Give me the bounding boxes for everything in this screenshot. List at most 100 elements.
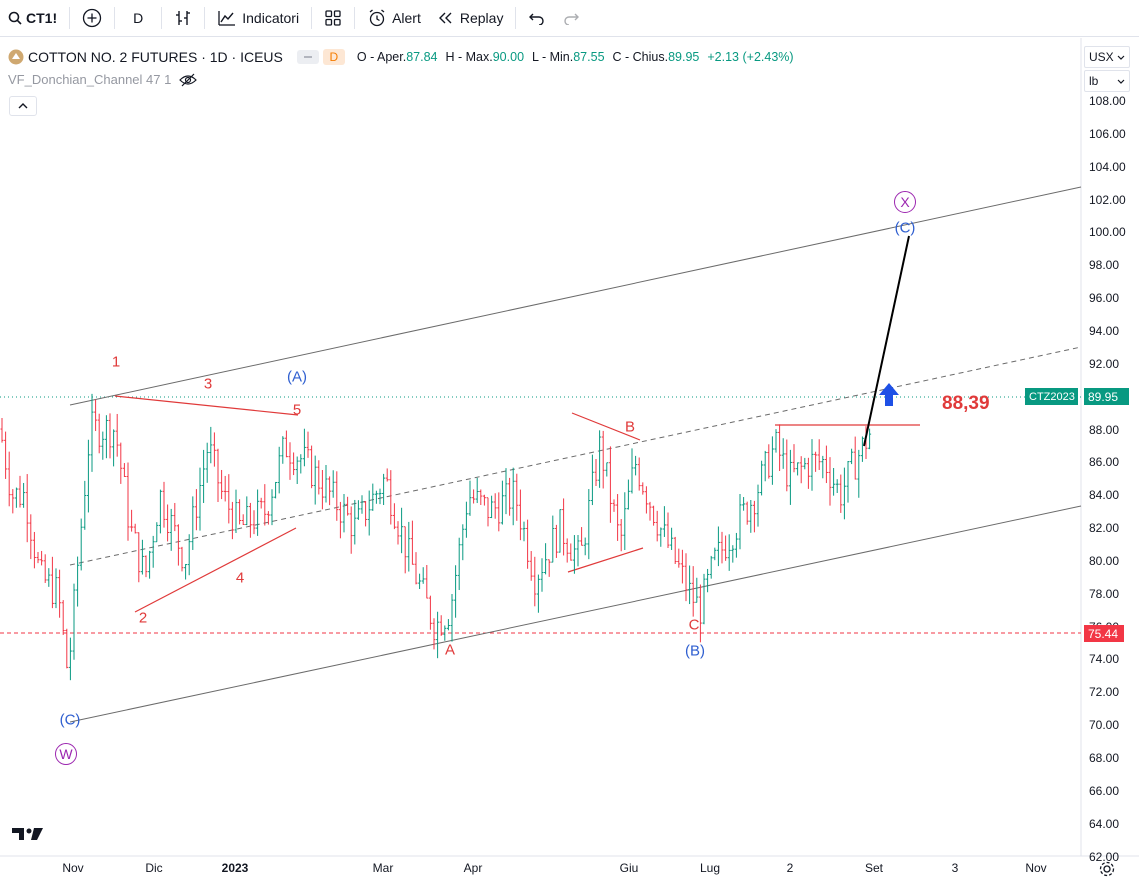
time-tick-label: Lug [699, 861, 721, 875]
wave-label-w[interactable]: W [55, 743, 77, 765]
interval-label: D [133, 10, 144, 26]
price-tick-label: 108.00 [1089, 94, 1126, 108]
wave-label-3[interactable]: 3 [203, 375, 213, 393]
price-tick-label: 68.00 [1089, 751, 1120, 765]
delayed-badge: D [322, 49, 345, 65]
price-tick-label: 62.00 [1089, 849, 1120, 864]
compare-symbol-button[interactable] [74, 0, 110, 37]
alert-button[interactable]: Alert [359, 0, 429, 37]
price-tick-label: 92.00 [1089, 356, 1120, 371]
toolbar-divider [354, 7, 356, 29]
time-tick-label: 2 [786, 861, 794, 875]
gear-icon[interactable] [1098, 860, 1116, 878]
time-tick-label: Giu [619, 861, 639, 875]
time-tick-label: Set [864, 861, 884, 875]
channel-lower-line[interactable] [69, 505, 1082, 723]
rewind-icon [438, 12, 452, 24]
chart-type-button[interactable] [166, 0, 200, 37]
time-tick-label: Apr [463, 861, 483, 875]
unit-label: lb [1089, 74, 1099, 88]
wave-label-paren-a[interactable]: (A) [287, 368, 307, 386]
symbol-label: CT1! [26, 10, 58, 26]
triangle-upper-line[interactable] [114, 395, 299, 416]
target-price-label[interactable]: 88,39 [942, 393, 990, 414]
current-symbol-tag: CTZ2023 [1025, 388, 1078, 405]
undo-button[interactable] [520, 0, 554, 37]
redo-icon [564, 13, 580, 25]
triangle-lower-line[interactable] [134, 527, 297, 613]
replay-button[interactable]: Replay [429, 0, 512, 37]
wave-label-paren-b[interactable]: (B) [685, 642, 705, 660]
search-icon [8, 11, 22, 25]
bar-chart-type-icon [176, 11, 191, 25]
price-tick-label: 64.00 [1089, 816, 1120, 831]
currency-selector[interactable]: USX [1084, 46, 1130, 68]
wave-label-1[interactable]: 1 [111, 353, 121, 371]
projection-line[interactable] [863, 235, 910, 447]
time-tick-label: 3 [951, 861, 959, 875]
indicators-button[interactable]: Indicatori [209, 0, 307, 37]
price-tick-label: 74.00 [1089, 652, 1120, 667]
toolbar-divider [69, 7, 71, 29]
ohlc-close: C - Chius.89.95 [612, 50, 700, 64]
price-tick-label: 100.00 [1089, 225, 1126, 240]
wave-label-4[interactable]: 4 [235, 569, 245, 587]
price-tick-label: 80.00 [1089, 553, 1120, 568]
price-chart[interactable] [0, 38, 1139, 892]
eye-hidden-icon[interactable] [179, 73, 198, 87]
replay-label: Replay [459, 10, 504, 26]
price-tick-label: 98.00 [1089, 258, 1120, 273]
alarm-clock-icon [369, 9, 385, 27]
wave-label-paren-c-start[interactable]: (C) [59, 711, 81, 729]
up-arrow-icon[interactable] [879, 383, 899, 406]
time-tick-label: Nov [62, 861, 84, 875]
time-tick-label: Mar [372, 861, 394, 875]
indicators-icon [218, 11, 236, 26]
interval-button[interactable]: D [119, 0, 157, 37]
wave-label-a[interactable]: A [444, 641, 456, 659]
tradingview-logo-icon[interactable] [12, 826, 44, 842]
price-tick-label: 102.00 [1089, 192, 1126, 207]
collapse-legend-button[interactable] [9, 96, 37, 116]
channel-upper-line[interactable] [69, 186, 1082, 406]
price-tick-label: 72.00 [1089, 685, 1120, 700]
chevron-up-icon [18, 103, 28, 109]
toolbar-divider [204, 7, 206, 29]
toolbar-divider [161, 7, 163, 29]
wave-label-b[interactable]: B [624, 418, 636, 436]
wave-label-x[interactable]: X [894, 191, 916, 213]
chart-pane[interactable]: COTTON NO. 2 FUTURES · 1D · ICEUS D O - … [0, 38, 1139, 892]
plus-circle-icon [82, 8, 102, 28]
ohlc-change: +2.13 (+2.43%) [707, 50, 794, 64]
toolbar-divider [114, 7, 116, 29]
wave-b-upper-line[interactable] [571, 412, 641, 441]
wave-b-lower-line[interactable] [567, 547, 644, 573]
wave-label-c[interactable]: C [688, 616, 700, 634]
time-tick-label: 2023 [221, 861, 249, 875]
unit-selector[interactable]: lb [1084, 70, 1130, 92]
indicator-legend[interactable]: VF_Donchian_Channel 47 1 [8, 72, 198, 87]
wave-label-5[interactable]: 5 [292, 401, 302, 419]
chevron-down-icon [1117, 79, 1125, 84]
indicators-label: Indicatori [242, 10, 300, 26]
redo-button[interactable] [554, 0, 588, 37]
price-tick-label: 94.00 [1089, 323, 1120, 338]
alert-label: Alert [392, 10, 421, 26]
support-price-tag: 75.44 [1084, 625, 1124, 642]
price-tick-label: 70.00 [1089, 718, 1120, 733]
wave-label-paren-c-end[interactable]: (C) [894, 219, 916, 237]
price-bars [0, 393, 872, 681]
channel-mid-line[interactable] [69, 346, 1082, 566]
layouts-button[interactable] [316, 0, 350, 37]
price-tick-label: 88.00 [1089, 422, 1120, 437]
chart-legend: COTTON NO. 2 FUTURES · 1D · ICEUS D O - … [8, 47, 794, 67]
time-tick-label: Dic [145, 861, 163, 875]
current-price-tag: 89.95 [1084, 388, 1129, 405]
price-tick-label: 78.00 [1089, 586, 1120, 601]
top-toolbar: CT1! D Indicatori Alert Replay [0, 0, 1139, 37]
symbol-search-button[interactable]: CT1! [0, 0, 65, 37]
toolbar-divider [311, 7, 313, 29]
price-tick-label: 96.00 [1089, 291, 1120, 306]
time-tick-label: Nov [1025, 861, 1047, 875]
wave-label-2[interactable]: 2 [138, 609, 148, 627]
